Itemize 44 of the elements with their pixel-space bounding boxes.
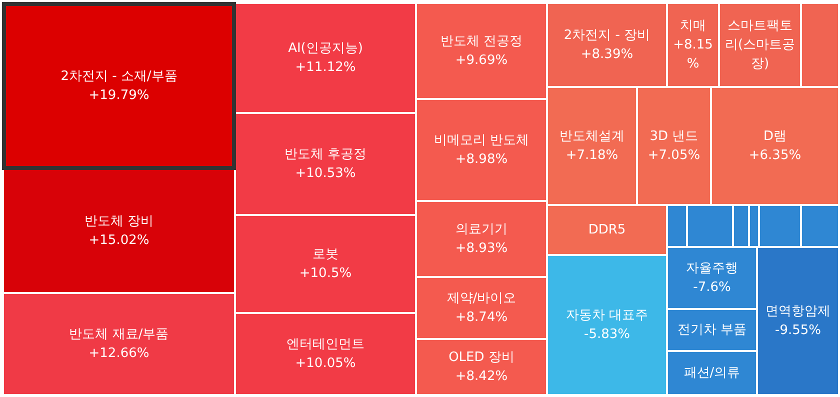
category-label: 스마트팩토리(스마트공장) xyxy=(724,18,796,72)
category-label: 3D 낸드 xyxy=(650,129,698,144)
category-label: 반도체 후공정 xyxy=(284,147,367,162)
category-label: 자동차 대표주 xyxy=(566,308,648,323)
data-label: +12.66% xyxy=(88,346,150,361)
category-label: 반도체설계 xyxy=(560,129,624,144)
category-label: 치매 xyxy=(680,18,706,34)
data-label: +11.12% xyxy=(295,60,356,75)
category-label: 자율주행 xyxy=(686,261,738,276)
category-label: 반도체 전공정 xyxy=(440,34,523,49)
category-label: 반도체 재료/부품 xyxy=(69,327,169,342)
category-label: AI(인공지능) xyxy=(288,41,363,56)
category-label: 제약/바이오 xyxy=(446,291,516,306)
category-label: 의료기기 xyxy=(456,222,508,237)
data-label: +8.93% xyxy=(455,241,508,256)
data-label: +8.15% xyxy=(673,38,713,72)
data-label: +10.05% xyxy=(295,356,356,371)
category-label: 반도체 장비 xyxy=(84,214,154,229)
data-label: +10.5% xyxy=(299,266,352,281)
data-label: +19.79% xyxy=(88,88,150,103)
data-label: -7.6% xyxy=(693,280,731,295)
data-label: +8.74% xyxy=(455,310,508,325)
data-label: +15.02% xyxy=(88,233,150,248)
category-label: 2차전지 - 소재/부품 xyxy=(60,69,178,84)
data-label: +10.53% xyxy=(295,166,356,181)
category-label: OLED 장비 xyxy=(448,350,514,365)
category-label: 비메모리 반도체 xyxy=(434,133,530,148)
data-label: +8.98% xyxy=(455,152,508,167)
data-label: +8.42% xyxy=(455,369,508,384)
data-label: +9.69% xyxy=(455,53,508,68)
data-label: -5.83% xyxy=(584,327,630,342)
data-label: -9.55% xyxy=(775,323,821,338)
category-label: 패션/의류 xyxy=(684,366,740,380)
data-label: +6.35% xyxy=(748,148,802,163)
data-label: +7.05% xyxy=(648,148,700,163)
category-label: 면역항암제 xyxy=(766,304,830,319)
category-label: D램 xyxy=(763,129,787,144)
category-label: 로봇 xyxy=(312,247,338,262)
category-label: 엔터테인먼트 xyxy=(286,337,364,352)
data-label: +8.39% xyxy=(580,47,634,62)
data-label: +7.18% xyxy=(566,148,618,163)
category-label: 전기차 부품 xyxy=(677,322,747,338)
category-label: 2차전지 - 장비 xyxy=(564,28,650,43)
category-label: DDR5 xyxy=(588,222,626,238)
